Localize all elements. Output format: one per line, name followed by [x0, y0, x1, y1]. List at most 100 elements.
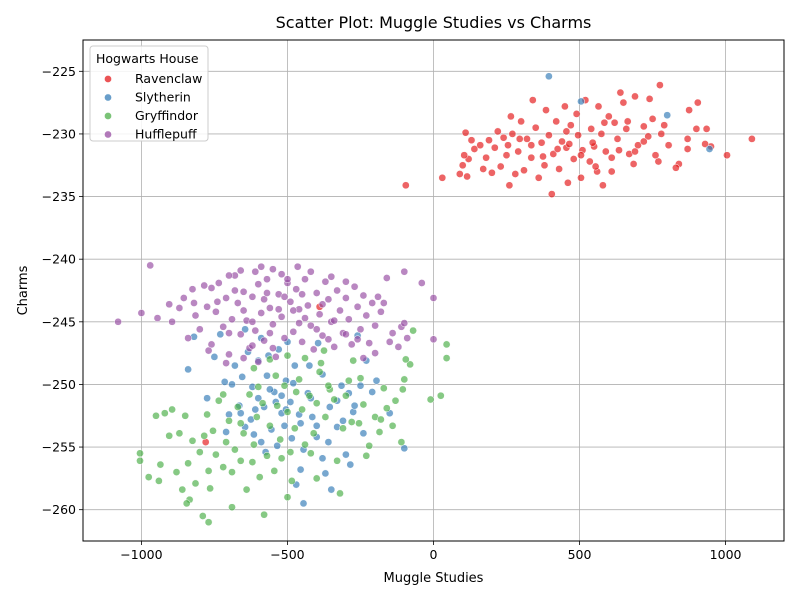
point-ravenclaw — [569, 155, 578, 163]
point-ravenclaw — [672, 163, 680, 172]
point-hufflepuff — [191, 311, 200, 320]
point-gryffindor — [359, 400, 368, 409]
point-ravenclaw — [591, 162, 600, 171]
point-hufflepuff — [165, 300, 174, 309]
point-ravenclaw — [537, 138, 546, 147]
point-gryffindor — [290, 424, 299, 433]
y-tick-label: −245 — [42, 314, 76, 329]
point-ravenclaw — [564, 178, 572, 187]
point-ravenclaw — [651, 151, 660, 160]
point-ravenclaw — [461, 128, 470, 137]
point-ravenclaw — [631, 147, 639, 156]
point-gryffindor — [375, 428, 384, 436]
point-ravenclaw — [566, 121, 575, 130]
point-gryffindor — [228, 503, 236, 512]
point-slytherin — [290, 361, 299, 370]
point-ravenclaw — [479, 165, 488, 173]
point-hufflepuff — [277, 312, 286, 321]
point-slytherin — [321, 469, 330, 478]
point-ravenclaw — [488, 168, 496, 177]
point-hufflepuff — [248, 317, 257, 326]
point-gryffindor — [400, 375, 409, 384]
point-gryffindor — [198, 512, 207, 520]
point-ravenclaw — [545, 131, 553, 140]
point-gryffindor — [306, 449, 315, 458]
point-hufflepuff — [347, 340, 356, 349]
point-hufflepuff — [114, 317, 122, 326]
chart-title: Scatter Plot: Muggle Studies vs Charms — [276, 13, 592, 32]
point-ravenclaw — [555, 165, 563, 173]
point-hufflepuff — [203, 302, 211, 311]
point-ravenclaw — [562, 127, 571, 136]
point-slytherin — [184, 365, 192, 374]
point-ravenclaw — [504, 141, 512, 150]
point-gryffindor — [144, 473, 153, 481]
point-ravenclaw — [599, 181, 607, 190]
point-slytherin — [277, 391, 286, 400]
point-gryffindor — [382, 404, 391, 413]
point-ravenclaw — [585, 157, 594, 166]
point-gryffindor — [222, 438, 230, 446]
point-hufflepuff — [379, 299, 388, 307]
point-ravenclaw — [577, 151, 585, 160]
point-hufflepuff — [248, 292, 257, 301]
point-slytherin — [308, 413, 317, 421]
point-gryffindor — [239, 429, 248, 438]
point-gryffindor — [219, 463, 228, 471]
point-slytherin — [346, 460, 355, 469]
point-slytherin — [545, 72, 553, 81]
point-slytherin — [250, 430, 258, 439]
point-gryffindor — [191, 479, 200, 488]
point-slytherin — [339, 416, 347, 425]
point-gryffindor — [391, 396, 400, 405]
point-ravenclaw — [587, 125, 596, 133]
point-ravenclaw — [534, 173, 543, 182]
point-ravenclaw — [723, 151, 731, 160]
point-hufflepuff — [175, 304, 184, 312]
point-ravenclaw — [523, 135, 531, 143]
point-slytherin — [222, 428, 230, 436]
point-hufflepuff — [260, 295, 268, 304]
x-tick-label: −1000 — [120, 547, 162, 562]
point-gryffindor — [355, 419, 363, 428]
point-ravenclaw — [607, 153, 616, 162]
point-gryffindor — [347, 418, 356, 426]
point-slytherin — [372, 376, 381, 385]
point-gryffindor — [287, 477, 296, 485]
x-tick-label: 1000 — [710, 547, 742, 562]
point-gryffindor — [280, 381, 289, 390]
point-hufflepuff — [400, 319, 409, 327]
point-gryffindor — [248, 458, 257, 466]
legend-title: Hogwarts House — [96, 51, 199, 66]
point-slytherin — [238, 373, 247, 381]
point-ravenclaw — [629, 160, 638, 168]
point-hufflepuff — [353, 302, 362, 311]
y-tick-label: −235 — [42, 189, 76, 204]
point-hufflepuff — [429, 294, 438, 302]
point-gryffindor — [317, 359, 325, 367]
point-slytherin — [257, 438, 266, 446]
point-slytherin — [287, 434, 296, 443]
point-slytherin — [663, 111, 672, 120]
point-ravenclaw — [660, 121, 669, 130]
point-gryffindor — [156, 460, 165, 469]
point-ravenclaw — [648, 115, 657, 123]
point-hufflepuff — [362, 311, 371, 320]
point-slytherin — [216, 330, 225, 339]
point-ravenclaw — [508, 130, 517, 138]
point-gryffindor — [283, 351, 292, 360]
point-hufflepuff — [168, 317, 176, 326]
point-ravenclaw — [515, 135, 524, 143]
point-gryffindor — [188, 436, 197, 445]
point-gryffindor — [263, 451, 271, 460]
point-hufflepuff — [236, 330, 245, 339]
legend-marker-ravenclaw — [104, 75, 112, 83]
point-slytherin — [263, 371, 271, 380]
point-gryffindor — [270, 467, 279, 475]
x-tick-label: 500 — [568, 547, 592, 562]
point-slytherin — [577, 97, 585, 106]
point-gryffindor — [200, 431, 209, 440]
point-hufflepuff — [263, 275, 271, 284]
point-hufflepuff — [254, 280, 263, 289]
point-hufflepuff — [359, 291, 368, 300]
